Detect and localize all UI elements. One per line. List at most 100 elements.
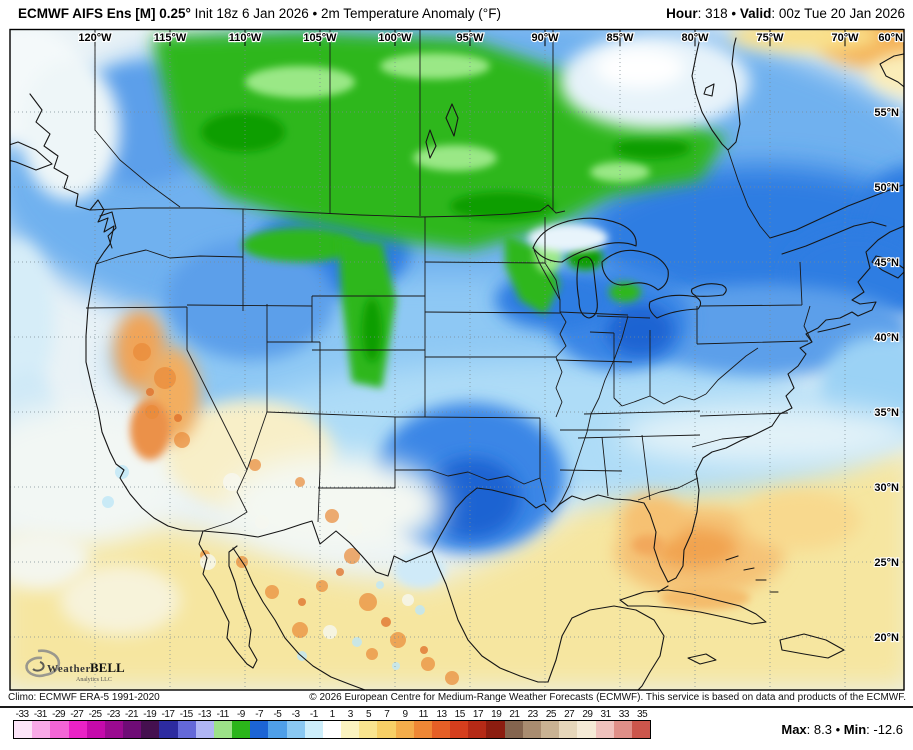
logo-word-bell: BELL — [90, 660, 125, 675]
colorbar-tick: -27 — [70, 709, 84, 720]
colorbar-tick: 17 — [472, 709, 484, 720]
colorbar-segment — [50, 721, 69, 738]
colorbar-tick: -1 — [309, 709, 318, 720]
colorbar-tick: 31 — [600, 709, 612, 720]
colorbar-tick: 21 — [509, 709, 520, 720]
lon-label: 100°W — [378, 32, 412, 44]
colorbar-tick: 13 — [436, 709, 447, 720]
divider-rule — [0, 706, 913, 708]
colorbar-segment — [450, 721, 469, 738]
min-label: Min — [843, 722, 867, 737]
lat-label: 55°N — [874, 107, 899, 119]
colorbar-segment — [104, 721, 124, 738]
colorbar-tick: 23 — [527, 709, 539, 720]
anomaly-field — [10, 29, 904, 690]
lat-label: 35°N — [874, 407, 899, 419]
colorbar-tick: -33 — [15, 709, 29, 720]
colorbar-tick: -15 — [179, 709, 193, 720]
lon-label: 120°W — [78, 32, 112, 44]
colorbar-segment — [195, 721, 214, 738]
lon-label: 80°W — [681, 32, 709, 44]
colorbar — [13, 720, 651, 739]
logo-word-weather: Weather — [47, 663, 91, 675]
colorbar-tick: 1 — [329, 709, 336, 720]
max-value: : 8.3 • — [806, 722, 844, 737]
colorbar-tick: 9 — [402, 709, 409, 720]
colorbar-tick: -21 — [125, 709, 138, 720]
colorbar-segment — [522, 721, 541, 738]
colorbar-segment — [286, 721, 305, 738]
colorbar-segment — [377, 721, 396, 738]
coastlines — [10, 37, 904, 690]
colorbar-segment — [595, 721, 614, 738]
colorbar-tick: -5 — [273, 709, 282, 720]
latitude-labels: 55°N 50°N 45°N 40°N 35°N 30°N 25°N 20°N — [873, 106, 900, 645]
colorbar-tick: -19 — [143, 709, 157, 720]
colorbar-segment — [395, 721, 414, 738]
colorbar-tick: -25 — [88, 709, 102, 720]
lon-label: 75°W — [756, 32, 784, 44]
lat-label: 40°N — [874, 332, 899, 344]
logo-swirl-icon — [25, 649, 61, 678]
colorbar-segment — [359, 721, 378, 738]
longitude-labels: 120°W 115°W 110°W 105°W 100°W 95°W 90°W … — [77, 31, 904, 45]
colorbar-segment — [431, 721, 451, 738]
colorbar-tick: -13 — [197, 709, 211, 720]
colorbar-segment — [613, 721, 632, 738]
lon-label: 95°W — [456, 32, 484, 44]
colorbar-tick: -29 — [52, 709, 66, 720]
colorbar-segment — [577, 721, 596, 738]
colorbar-segment — [177, 721, 196, 738]
colorbar-tick: 7 — [384, 709, 390, 720]
copyright-attribution: © 2026 European Centre for Medium-Range … — [309, 692, 906, 703]
weatherbell-logo: Weather BELL Analytics LLC — [25, 649, 125, 683]
colorbar-segment — [123, 721, 142, 738]
colorbar-tick: -7 — [255, 709, 264, 720]
colorbar-segment — [14, 721, 33, 738]
colorbar-tick: 11 — [418, 709, 429, 720]
colorbar-tick: -23 — [106, 709, 120, 720]
colorbar-tick: 5 — [366, 709, 372, 720]
colorbar-tick: -31 — [33, 709, 47, 720]
lon-label: 110°W — [229, 32, 262, 44]
lat-label: 30°N — [874, 482, 899, 494]
colorbar-tick: -9 — [236, 709, 245, 720]
colorbar-tick: 19 — [491, 709, 502, 720]
valid-value: : 00z Tue 20 Jan 2026 — [771, 6, 905, 21]
colorbar-segment — [68, 721, 87, 738]
colorbar-segment — [213, 721, 233, 738]
colorbar-segment — [232, 721, 251, 738]
colorbar-segment — [32, 721, 51, 738]
colorbar-segment — [468, 721, 487, 738]
colorbar-segment — [141, 721, 160, 738]
climo-attribution: Climo: ECMWF ERA-5 1991-2020 — [8, 692, 160, 703]
max-label: Max — [781, 722, 807, 737]
colorbar-segment — [504, 721, 523, 738]
logo-swirl-inner-icon — [32, 661, 45, 672]
valid-time: Hour: 318 • Valid: 00z Tue 20 Jan 2026 — [666, 6, 905, 21]
state-borders — [85, 30, 813, 532]
product-title: ECMWF AIFS Ens [M] 0.25° Init 18z 6 Jan … — [18, 6, 501, 21]
colorbar-tick: -11 — [216, 709, 230, 720]
colorbar-segment — [304, 721, 323, 738]
colorbar-tick: 35 — [637, 709, 648, 720]
lat-label: 45°N — [874, 257, 899, 269]
colorbar-segment — [250, 721, 269, 738]
min-value: : -12.6 — [866, 722, 903, 737]
lon-label: 105°W — [303, 32, 337, 44]
lat-label: 25°N — [874, 557, 899, 569]
colorbar-segment — [341, 721, 360, 738]
colorbar-tick: -17 — [161, 709, 175, 720]
colorbar-segment — [631, 721, 651, 738]
map-frame — [9, 28, 905, 691]
lon-label: 115°W — [154, 32, 187, 44]
colorbar-segment — [322, 721, 342, 738]
lon-label: 90°W — [531, 32, 559, 44]
colorbar-segment — [559, 721, 578, 738]
colorbar-tick: 29 — [582, 709, 593, 720]
colorbar-segment — [159, 721, 178, 738]
colorbar-tick-labels: -33 -31 -29 -27 -25 -23 -21 -19 -17 -15 -13 -11 -9 -7… — [13, 709, 651, 720]
lon-label: 70°W — [831, 32, 859, 44]
